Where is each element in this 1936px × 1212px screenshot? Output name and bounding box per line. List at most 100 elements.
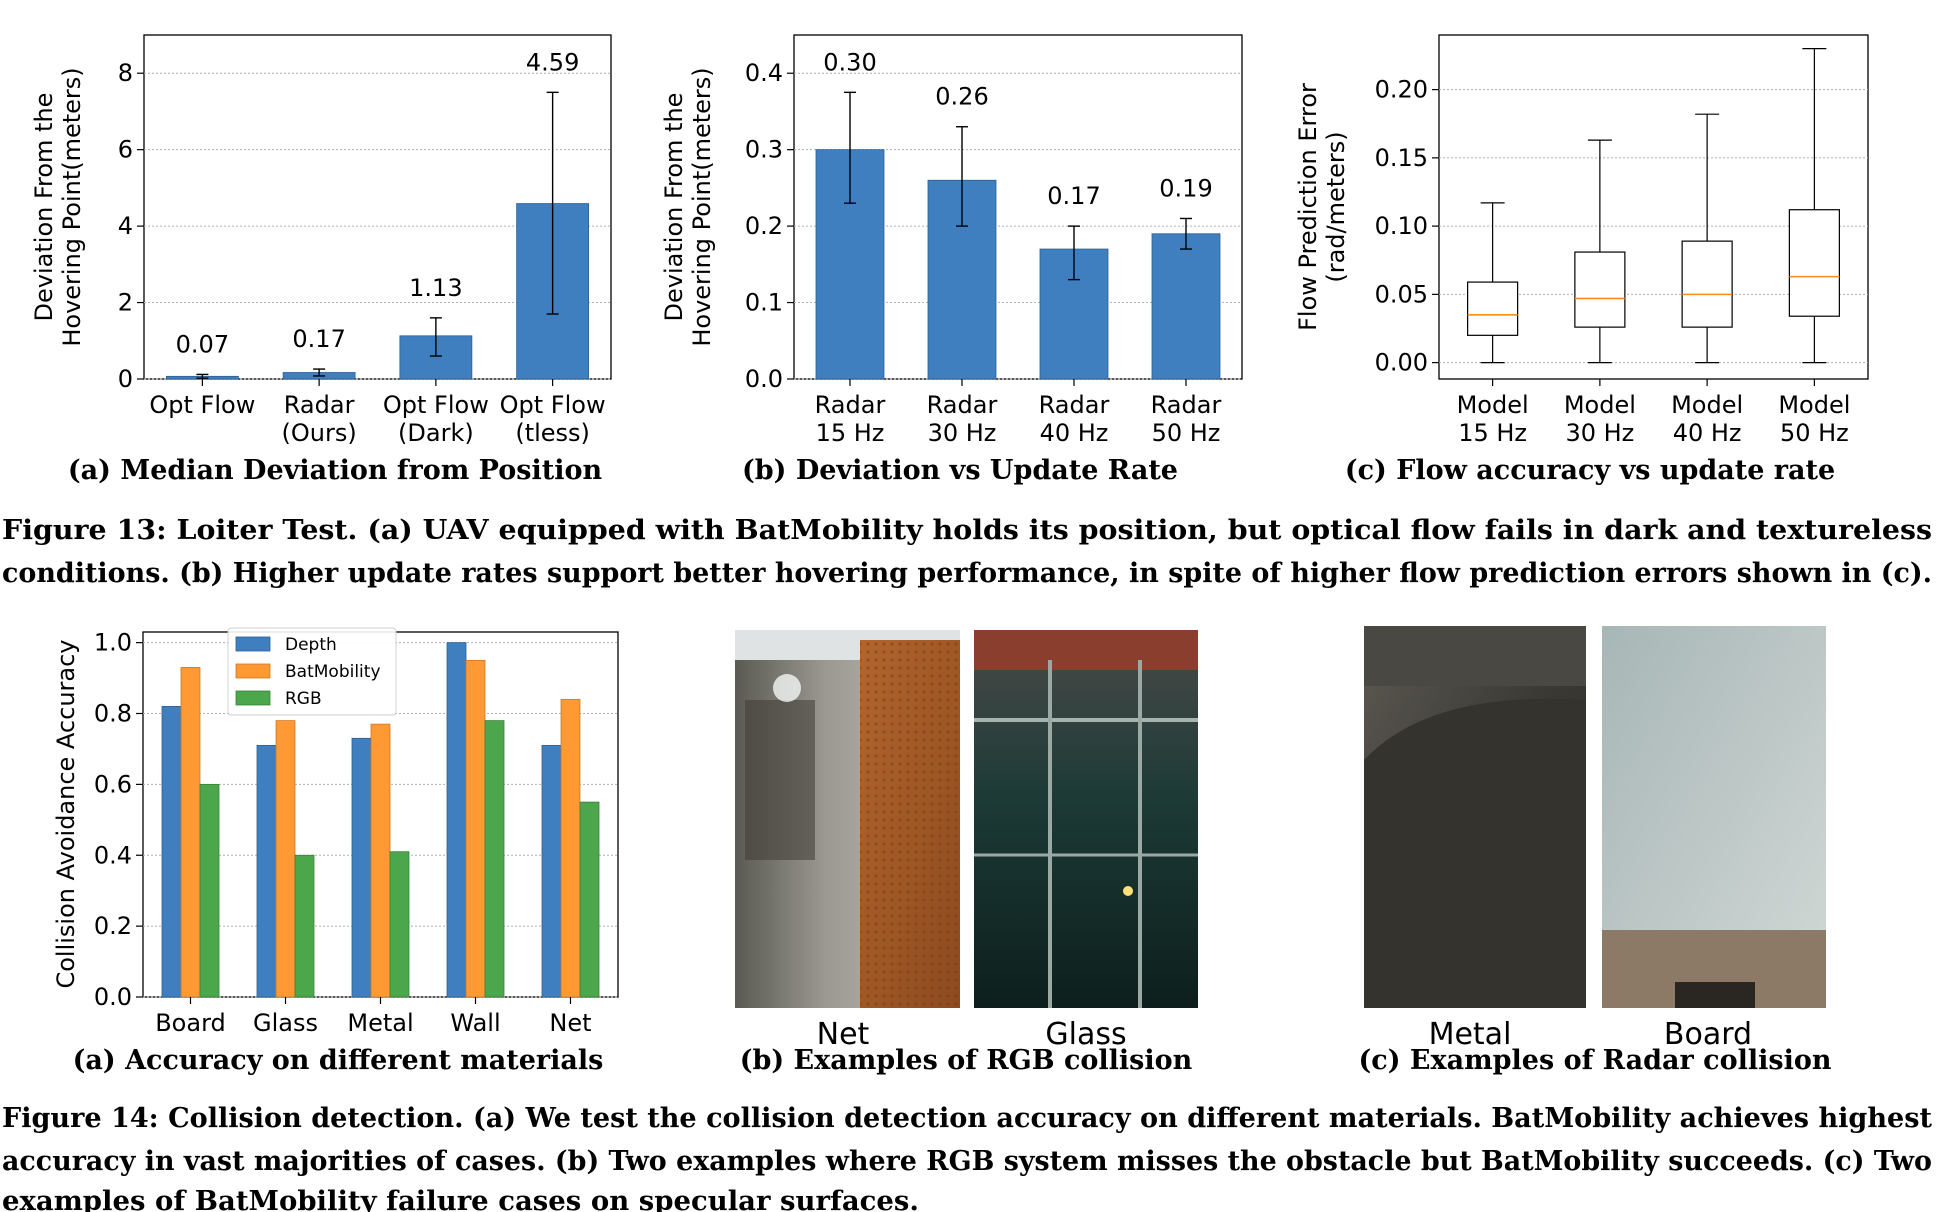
- ytick-label: 0.6: [94, 770, 132, 798]
- ytick-label: 0.3: [745, 136, 783, 164]
- ytick-label: 0.8: [94, 700, 132, 728]
- xtick-label-line: 15 Hz: [816, 419, 885, 447]
- xtick-label-line: Model: [1564, 391, 1636, 419]
- ytick-label: 0.2: [94, 912, 132, 940]
- bar-rgb: [579, 801, 600, 998]
- bar-batmobility: [275, 720, 296, 998]
- xtick-label: Radar 30 Hz: [927, 391, 998, 447]
- xtick-label-line: Opt Flow: [383, 391, 489, 419]
- xtick-label-line: Wall: [450, 1009, 500, 1037]
- ytick-label: 4: [118, 212, 133, 240]
- xtick-label-line: Radar: [284, 391, 355, 419]
- box: [1467, 281, 1519, 336]
- value-label: 0.30: [823, 48, 876, 76]
- chart-13b-caption: (b) Deviation vs Update Rate: [742, 455, 1178, 486]
- chart-13b-bars: 0.30 0.26 0.17 0.19: [815, 48, 1221, 380]
- xtick-label-line: 50 Hz: [1780, 419, 1849, 447]
- chart-14a-yticks: 0.0 0.2 0.4 0.6 0.8 1.0: [94, 629, 143, 1011]
- ytick-label: 0.4: [94, 841, 132, 869]
- legend-swatch: [235, 690, 271, 706]
- legend-label: Depth: [285, 635, 337, 655]
- xtick-label-line: Model: [1778, 391, 1850, 419]
- chart-13a-bars: 0.07 0.17 1.13 4.59: [165, 48, 590, 380]
- xtick-label: Radar 50 Hz: [1151, 391, 1222, 447]
- ytick-label: 0.0: [94, 983, 132, 1011]
- ylabel-line: Flow Prediction Error: [1294, 83, 1322, 331]
- xtick-label-line: Opt Flow: [149, 391, 255, 419]
- xtick-label-line: Board: [155, 1009, 226, 1037]
- chart-13a-caption: (a) Median Deviation from Position: [68, 455, 603, 486]
- chart-13a-ylabel: Deviation From theHovering Point(meters): [30, 67, 86, 346]
- chart-14a-ylabel: Collision Avoidance Accuracy: [52, 639, 80, 988]
- xtick-label-line: 15 Hz: [1458, 419, 1527, 447]
- xtick-label: Opt Flow (tless): [500, 391, 606, 447]
- ytick-label: 0.15: [1375, 144, 1428, 172]
- xtick-label: Board: [155, 1009, 226, 1037]
- xtick-label-line: 50 Hz: [1152, 419, 1221, 447]
- xtick-label: Model 15 Hz: [1457, 391, 1529, 447]
- chart-13a-xticks: Opt Flow Radar (Ours)Opt Flow (Dark)Opt Flo…: [149, 379, 606, 447]
- xtick-label: Wall: [450, 1009, 500, 1037]
- xtick-label-line: (tless): [515, 419, 590, 447]
- bar-rgb: [199, 783, 220, 998]
- value-label: 0.19: [1159, 174, 1212, 202]
- xtick-label-line: 30 Hz: [1565, 419, 1634, 447]
- photo-board-label: Board: [1664, 1017, 1752, 1052]
- legend-swatch: [235, 663, 271, 679]
- xtick-label: Model 30 Hz: [1564, 391, 1636, 447]
- value-label: 0.17: [292, 325, 345, 353]
- xtick-label-line: (Ours): [282, 419, 357, 447]
- photo-metal-label: Metal: [1429, 1017, 1512, 1052]
- ylabel-line: (rad/meters): [1322, 131, 1350, 282]
- ytick-label: 0.10: [1375, 212, 1428, 240]
- chart-13b-ylabel: Deviation From theHovering Point(meters): [660, 67, 716, 346]
- photo-metal: [1364, 626, 1586, 1008]
- bar-batmobility: [560, 698, 581, 998]
- value-label: 0.07: [176, 330, 229, 358]
- bar-depth: [161, 706, 182, 998]
- fig14-caption-line-2: accuracy in vast majorities of cases. (b…: [2, 1145, 1932, 1177]
- xtick-label: Opt Flow: [149, 391, 255, 419]
- ytick-label: 0.20: [1375, 76, 1428, 104]
- ytick-label: 1.0: [94, 629, 132, 657]
- chart-13b: 0.00.10.20.30.4 0.300.260.17 0.19 Radar 15…: [660, 34, 1243, 486]
- xtick-label: Radar (Ours): [282, 391, 357, 447]
- ytick-label: 0.0: [745, 365, 783, 393]
- fig13-caption-line-2: conditions. (b) Higher update rates supp…: [2, 557, 1932, 589]
- xtick-label-line: 40 Hz: [1673, 419, 1742, 447]
- ytick-label: 8: [118, 59, 133, 87]
- photo-glass: [974, 630, 1198, 1008]
- photo-glass-label: Glass: [1045, 1017, 1126, 1052]
- bar-batmobility: [370, 723, 391, 998]
- xtick-label-line: Glass: [253, 1009, 318, 1037]
- ytick-label: 0: [118, 365, 133, 393]
- xtick-label-line: Model: [1457, 391, 1529, 419]
- ylabel-line: Hovering Point(meters): [688, 67, 716, 346]
- bar-rgb: [484, 720, 505, 998]
- xtick-label: Metal: [347, 1009, 413, 1037]
- ytick-label: 0.4: [745, 59, 783, 87]
- xtick-label: Net: [549, 1009, 591, 1037]
- fig13-caption-line-1: Figure 13: Loiter Test. (a) UAV equipped…: [2, 514, 1932, 546]
- chart-14a-bars: [161, 642, 600, 998]
- xtick-label-line: Radar: [1039, 391, 1110, 419]
- xtick-label: Opt Flow (Dark): [383, 391, 489, 447]
- bar-rgb: [294, 854, 315, 998]
- xtick-label: Glass: [253, 1009, 318, 1037]
- chart-14a: 0.0 0.2 0.4 0.6 0.8 1.0 Board Glass Metal Wall Ne…: [52, 627, 619, 1076]
- ytick-label: 0.05: [1375, 280, 1428, 308]
- chart-14a-caption: (a) Accuracy on different materials: [73, 1045, 604, 1076]
- chart-13c-boxes: [1467, 48, 1840, 364]
- value-label: 4.59: [526, 48, 579, 76]
- xtick-label: Model 40 Hz: [1671, 391, 1743, 447]
- ylabel-line: Deviation From the: [30, 93, 58, 322]
- chart-13a-yticks: 0 2 4 6 8: [118, 59, 144, 393]
- xtick-label-line: 30 Hz: [928, 419, 997, 447]
- legend-label: RGB: [285, 689, 322, 709]
- ytick-label: 0.00: [1375, 349, 1428, 377]
- value-label: 1.13: [409, 274, 462, 302]
- value-label: 0.17: [1047, 182, 1100, 210]
- xtick-label-line: Metal: [347, 1009, 413, 1037]
